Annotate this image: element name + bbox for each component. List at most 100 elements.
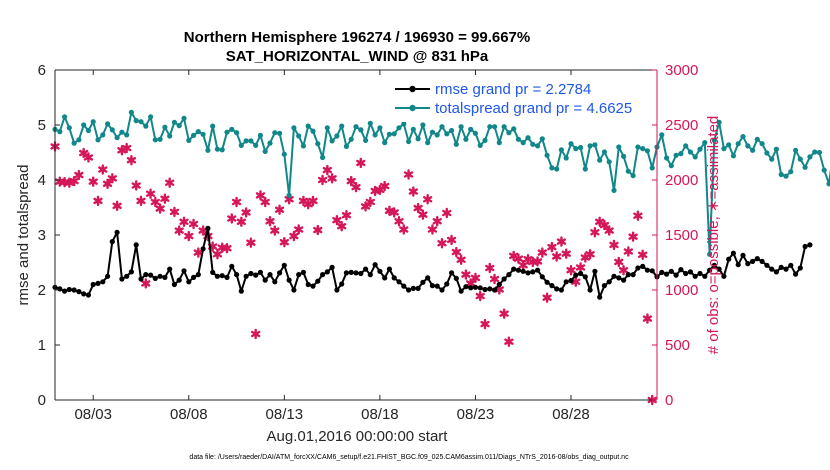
rmse-point: [277, 270, 283, 276]
x-axis-label: Aug.01,2016 00:00:00 start: [267, 428, 449, 445]
spread-point: [119, 129, 125, 135]
spread-point: [415, 136, 421, 142]
y-axis-left-label: rmse and totalspread: [15, 165, 32, 306]
spread-point: [114, 135, 120, 141]
rmse-point: [329, 264, 335, 270]
spread-point: [343, 143, 349, 149]
spread-point: [444, 131, 450, 137]
spread-point: [778, 171, 784, 178]
spread-point: [238, 142, 244, 148]
rmse-point: [62, 288, 68, 294]
rmse-point: [477, 285, 483, 291]
rmse-point: [396, 279, 402, 285]
obs-point: [451, 246, 461, 258]
spread-point: [148, 114, 154, 120]
obs-point: [408, 186, 418, 197]
spread-point: [716, 119, 722, 125]
spread-point: [659, 132, 665, 138]
obs-point: [274, 204, 285, 215]
rmse-point: [496, 281, 502, 288]
obs-point: [489, 273, 500, 285]
rmse-point: [286, 277, 292, 283]
spread-point: [630, 173, 636, 179]
rmse-point: [640, 263, 646, 269]
obs-point: [169, 206, 180, 218]
axis-ticks: 08/03 08/08 08/13 08/18 08/23 08/28 0 1 2 3 4 5 6 0 50…: [38, 62, 699, 423]
x-tick-label: 08/08: [170, 406, 208, 423]
y-right-tick-label: 500: [665, 337, 690, 354]
spread-point: [515, 136, 522, 142]
rmse-point: [506, 272, 512, 278]
y-axis-right-label: # of obs: o=possible; ∗=assimilated: [705, 116, 722, 355]
rmse-point: [726, 256, 732, 262]
spread-point: [635, 144, 641, 150]
obs-point: [131, 180, 141, 191]
rmse-point: [148, 272, 154, 278]
spread-point: [410, 126, 416, 132]
spread-point: [382, 140, 388, 146]
spread-point: [372, 132, 378, 138]
spread-point: [310, 128, 316, 134]
rmse-point: [81, 291, 87, 297]
spread-point: [200, 131, 206, 137]
spread-point: [143, 123, 149, 129]
obs-point: [614, 256, 624, 268]
rmse-point: [597, 294, 603, 300]
spread-point: [71, 140, 77, 146]
spread-point: [377, 125, 383, 131]
spread-point: [568, 141, 574, 147]
spread-point: [592, 142, 598, 148]
rmse-point: [611, 273, 617, 279]
rmse-point: [377, 268, 383, 274]
rmse-point: [625, 272, 631, 278]
spread-point: [286, 192, 292, 198]
obs-point: [346, 175, 356, 187]
rmse-point: [740, 252, 746, 258]
legend: rmse grand pr = 2.2784 totalspread grand…: [390, 76, 655, 122]
obs-point: [150, 196, 160, 208]
y-left-tick-label: 2: [38, 282, 46, 299]
spread-point: [363, 137, 369, 143]
rmse-point: [143, 272, 149, 278]
spread-point: [420, 122, 426, 128]
x-tick-label: 08/28: [552, 406, 590, 423]
spread-point: [205, 147, 211, 153]
rmse-point: [644, 267, 651, 273]
obs-point: [556, 236, 567, 247]
spread-point: [745, 143, 751, 149]
rmse-point: [692, 273, 698, 279]
rmse-point: [343, 270, 349, 276]
x-tick-label: 08/18: [361, 406, 399, 423]
spread-point: [826, 181, 830, 187]
obs-point: [102, 178, 113, 190]
spread-point: [90, 119, 96, 125]
spread-point: [621, 153, 627, 159]
obs-point: [399, 224, 409, 235]
obs-point: [279, 236, 289, 248]
rmse-point: [339, 281, 345, 287]
obs-point: [475, 290, 485, 302]
spread-point: [324, 125, 330, 131]
obs-point: [566, 265, 576, 276]
spread-point: [496, 140, 502, 146]
rmse-point: [90, 281, 96, 288]
spread-point: [707, 251, 713, 257]
obs-point: [432, 216, 442, 227]
rmse-point: [267, 272, 273, 278]
y-right-tick-label: 2500: [665, 117, 698, 134]
obs-point: [313, 224, 323, 236]
obs-point: [618, 265, 629, 276]
spread-point: [563, 155, 569, 161]
obs-point: [485, 262, 495, 274]
rmse-point: [191, 274, 197, 280]
rmse-point: [745, 261, 751, 267]
rmse-point: [520, 268, 526, 274]
rmse-point: [272, 279, 278, 285]
spread-point: [668, 163, 674, 169]
obs-point: [141, 278, 151, 289]
spread-point: [735, 141, 741, 147]
rmse-point: [253, 272, 259, 278]
legend-rmse-label: rmse grand pr = 2.2784: [435, 81, 591, 98]
spread-point: [277, 130, 283, 136]
